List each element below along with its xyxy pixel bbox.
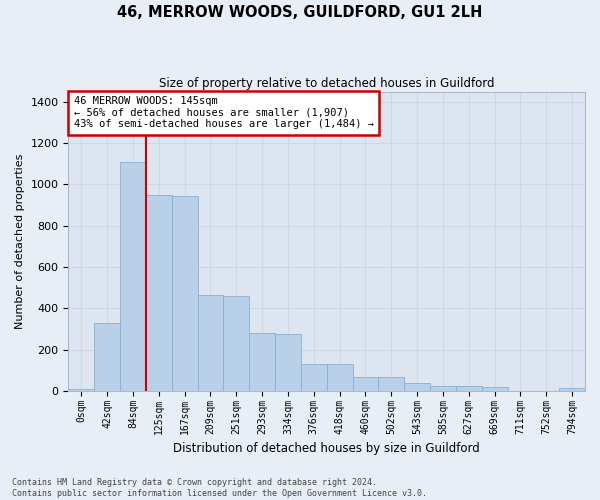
Bar	[146, 195, 172, 391]
X-axis label: Distribution of detached houses by size in Guildford: Distribution of detached houses by size …	[173, 442, 480, 455]
Bar	[120, 162, 146, 391]
Bar	[223, 296, 249, 391]
Bar	[301, 364, 327, 391]
Bar	[430, 386, 456, 391]
Bar	[353, 377, 379, 391]
Bar	[249, 333, 275, 391]
Bar	[404, 383, 430, 391]
Bar	[197, 295, 223, 391]
Bar	[456, 386, 482, 391]
Text: 46, MERROW WOODS, GUILDFORD, GU1 2LH: 46, MERROW WOODS, GUILDFORD, GU1 2LH	[118, 5, 482, 20]
Bar	[172, 196, 197, 391]
Bar	[379, 377, 404, 391]
Text: Contains HM Land Registry data © Crown copyright and database right 2024.
Contai: Contains HM Land Registry data © Crown c…	[12, 478, 427, 498]
Title: Size of property relative to detached houses in Guildford: Size of property relative to detached ho…	[159, 78, 494, 90]
Bar	[68, 389, 94, 391]
Bar	[327, 364, 353, 391]
Bar	[94, 322, 120, 391]
Bar	[482, 387, 508, 391]
Bar	[559, 388, 585, 391]
Y-axis label: Number of detached properties: Number of detached properties	[15, 154, 25, 329]
Text: 46 MERROW WOODS: 145sqm
← 56% of detached houses are smaller (1,907)
43% of semi: 46 MERROW WOODS: 145sqm ← 56% of detache…	[74, 96, 374, 130]
Bar	[275, 334, 301, 391]
